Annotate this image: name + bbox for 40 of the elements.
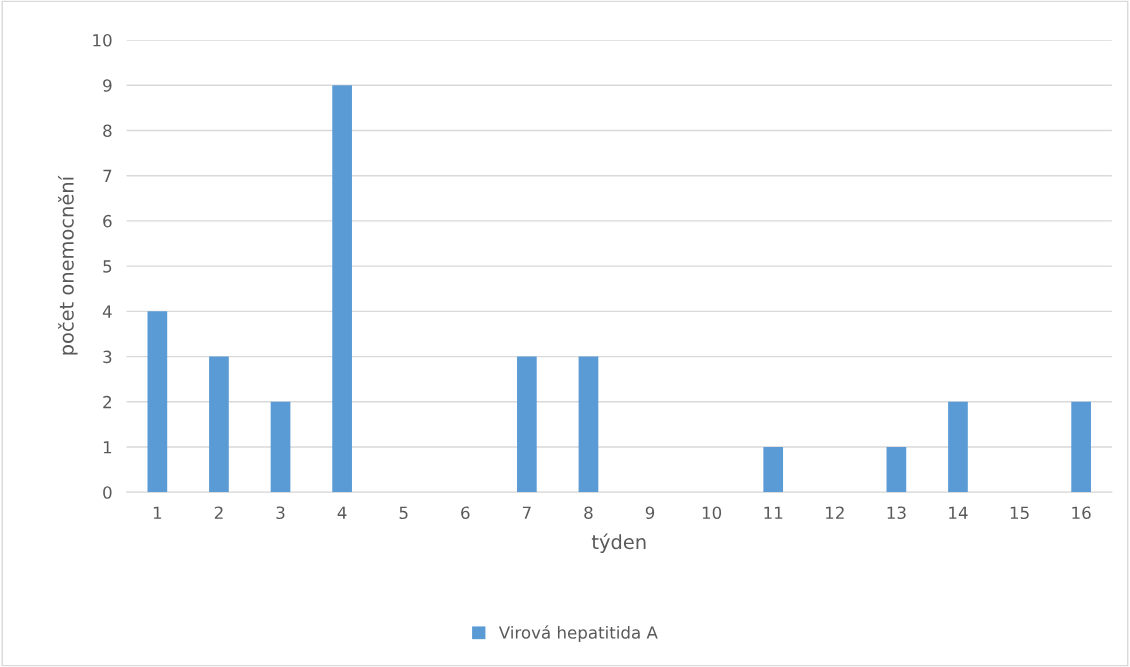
- bar: [1071, 401, 1091, 493]
- bar: [147, 311, 168, 493]
- x-tick-label: 15: [1010, 506, 1029, 520]
- bar: [948, 401, 968, 493]
- bar: [209, 356, 229, 493]
- legend-label: Virová hepatitida A: [498, 625, 658, 643]
- x-tick-label: 10: [702, 506, 722, 520]
- x-tick-label: 2: [214, 506, 223, 519]
- y-tick-label: 10: [93, 33, 112, 47]
- y-tick-label: 1: [103, 441, 112, 454]
- x-tick-label: 13: [887, 506, 906, 520]
- x-tick-label: 7: [522, 506, 531, 519]
- y-tick-label: 0: [103, 486, 112, 499]
- y-tick-label: 7: [103, 169, 112, 183]
- bar: [763, 447, 784, 493]
- y-tick-label: 4: [102, 305, 112, 318]
- x-tick-label: 12: [826, 506, 844, 519]
- x-tick-label: 1: [153, 506, 162, 519]
- y-axis-title: počet onemocnění: [57, 175, 78, 355]
- x-tick-label: 6: [461, 506, 470, 520]
- x-tick-label: 3: [276, 506, 285, 520]
- x-tick-label: 9: [645, 506, 655, 520]
- x-tick-label: 5: [399, 506, 408, 520]
- bar: [332, 85, 352, 493]
- x-tick-label: 11: [764, 506, 783, 519]
- bar: [886, 447, 907, 493]
- y-tick-label: 9: [103, 79, 112, 92]
- y-tick-label: 3: [103, 350, 112, 364]
- x-axis-title: týden: [591, 533, 646, 553]
- y-tick-label: 5: [103, 260, 112, 273]
- x-tick-label: 14: [949, 506, 968, 519]
- bar: [517, 356, 537, 493]
- x-tick-label: 16: [1072, 506, 1091, 520]
- x-tick-label: 4: [337, 506, 347, 519]
- y-tick-label: 2: [103, 395, 111, 409]
- y-tick-label: 8: [103, 124, 112, 138]
- bar: [270, 401, 291, 493]
- y-tick-label: 6: [103, 214, 112, 228]
- bar: [578, 356, 599, 493]
- x-tick-label: 8: [584, 506, 593, 520]
